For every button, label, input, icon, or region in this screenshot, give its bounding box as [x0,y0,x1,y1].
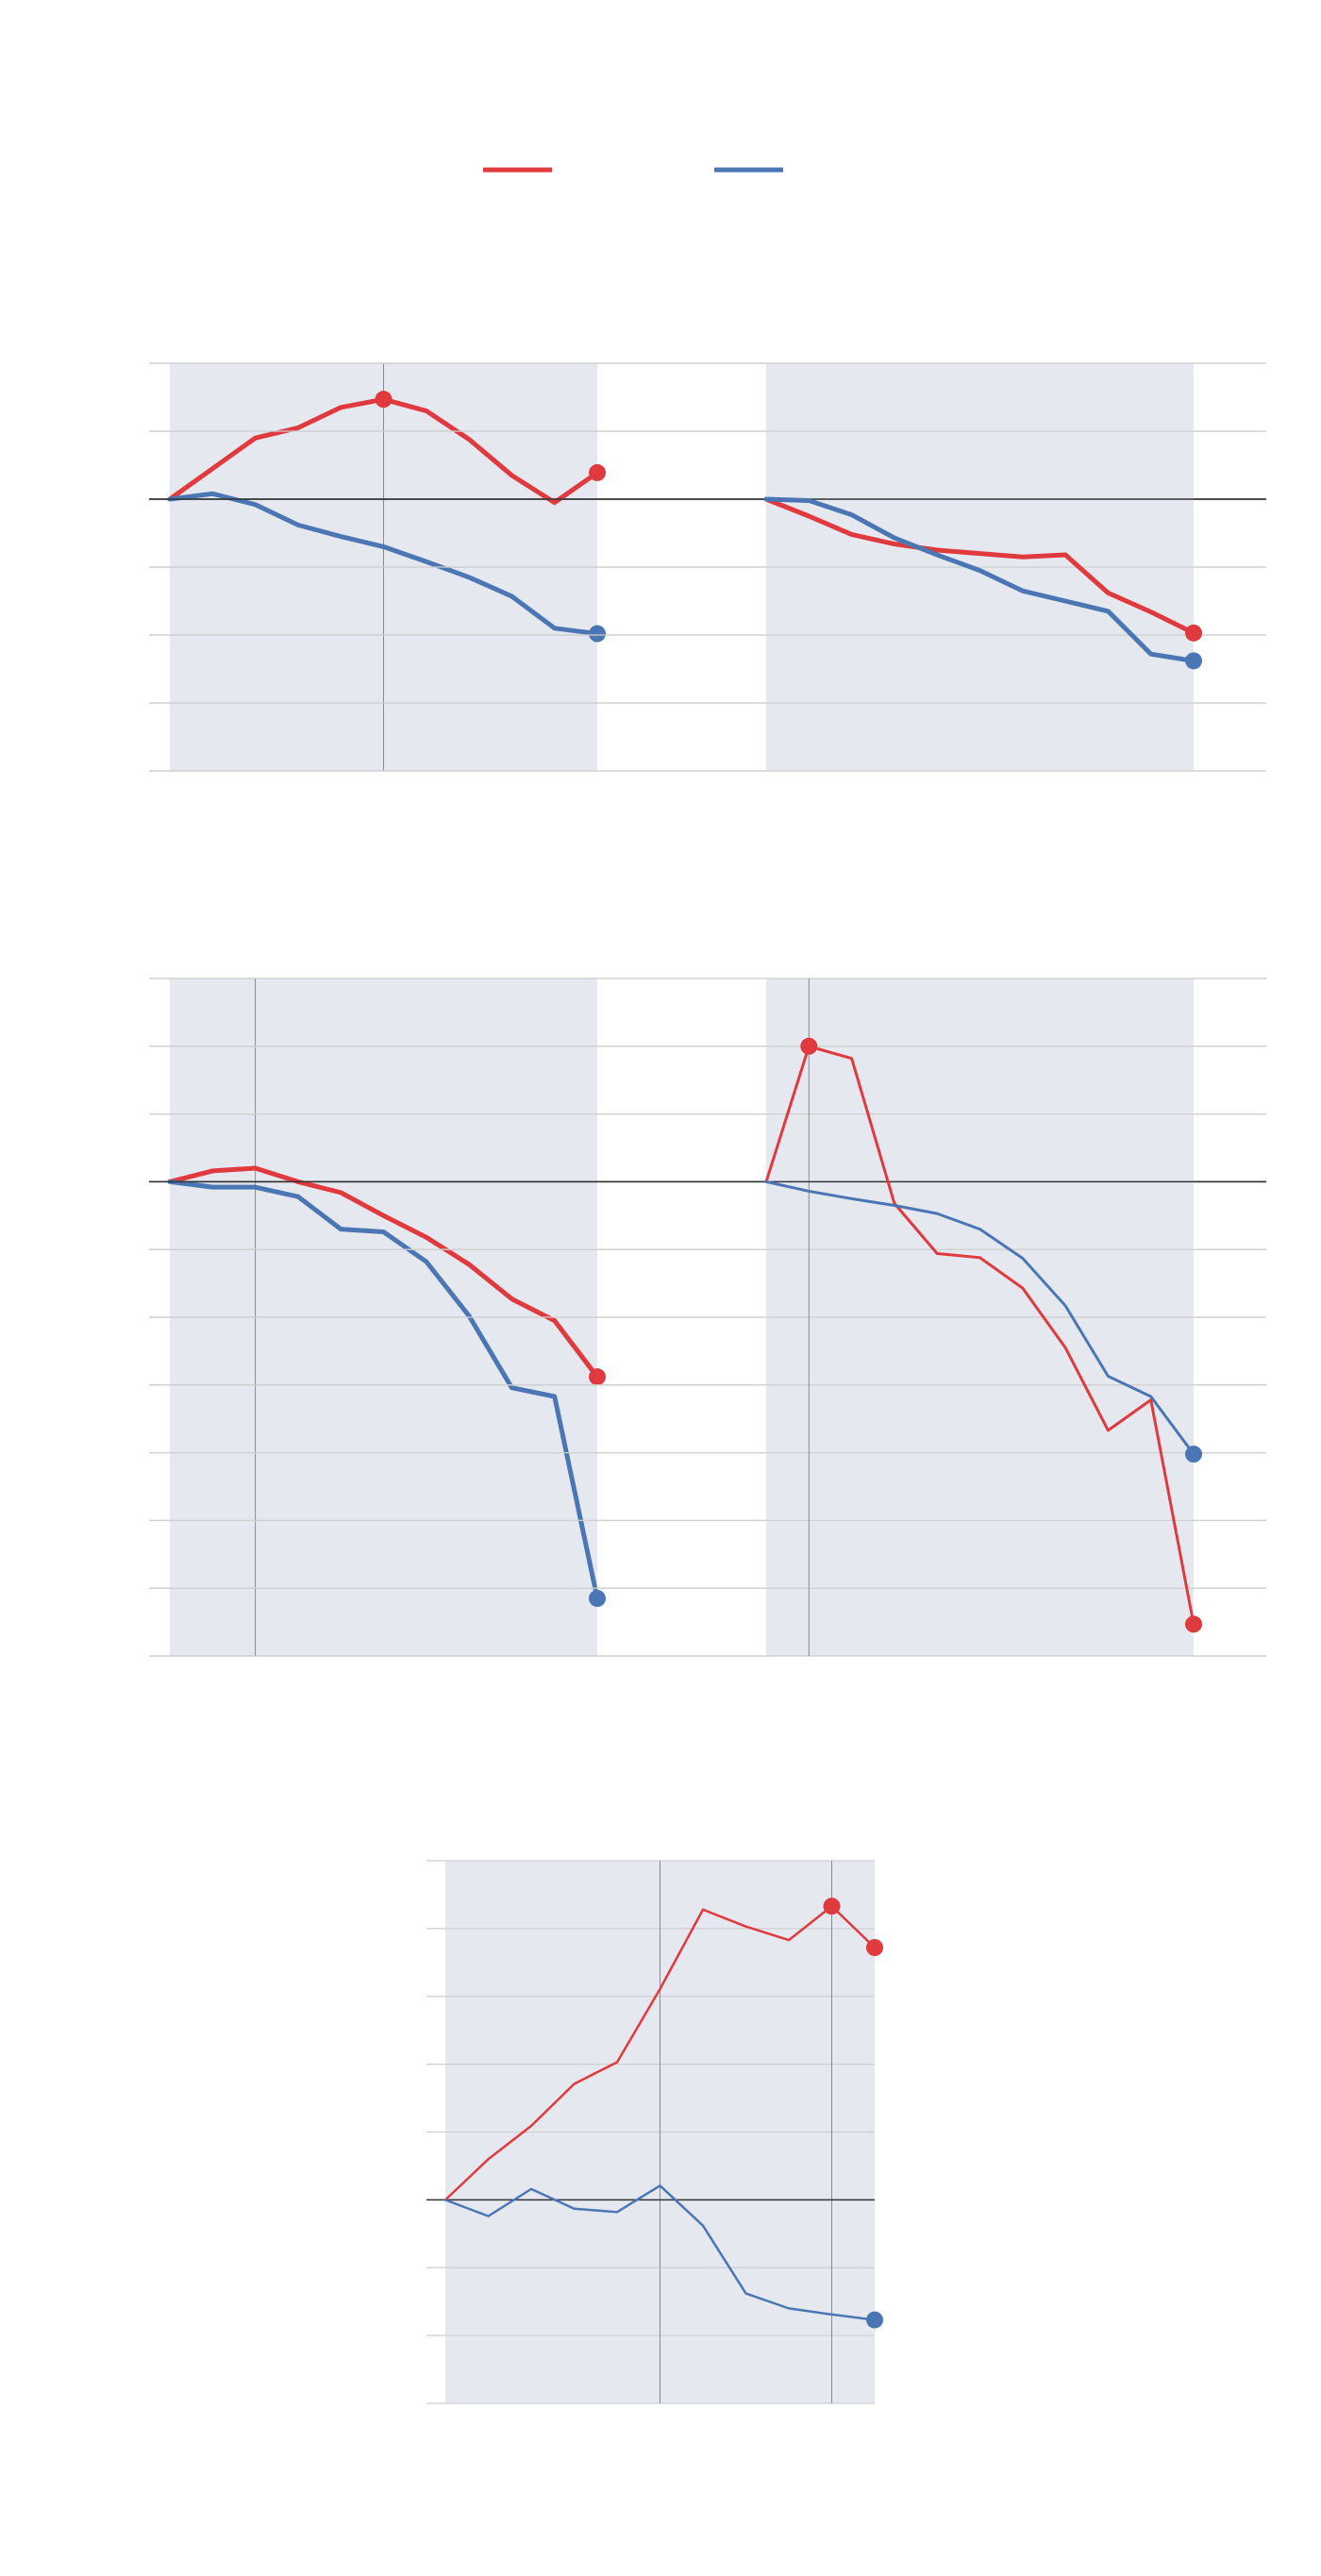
chart-panel-5 [426,1860,883,2404]
series-end-marker-a [589,1368,606,1386]
series-end-marker-a [1185,1615,1202,1633]
series-end-marker-a [589,463,606,481]
series-end-marker-a [866,1939,883,1956]
series-line-a [764,1045,1196,1626]
series-line-b [167,491,600,637]
series-end-marker-a [1185,624,1202,642]
series-end-marker-b [1185,652,1202,670]
chart-panel-2 [149,362,1266,772]
series-peak-marker-a [375,391,393,409]
series-end-marker-b [866,2311,883,2329]
series-line-a [763,496,1196,636]
series-line-a [443,1904,877,2201]
series-end-marker-b [589,625,606,643]
series-line-b [443,2184,877,2321]
chart-panels [149,362,1266,2404]
series-line-a [167,1165,600,1380]
series-line-b [763,496,1196,663]
series-line-b [167,1179,600,1601]
series-peak-marker-a [800,1037,818,1055]
series-line-b [764,1179,1196,1456]
series-end-marker-b [589,1589,606,1607]
series-peak-marker-a [823,1898,841,1915]
series-end-marker-b [1185,1446,1202,1464]
chart-panel-4 [149,978,1266,1657]
